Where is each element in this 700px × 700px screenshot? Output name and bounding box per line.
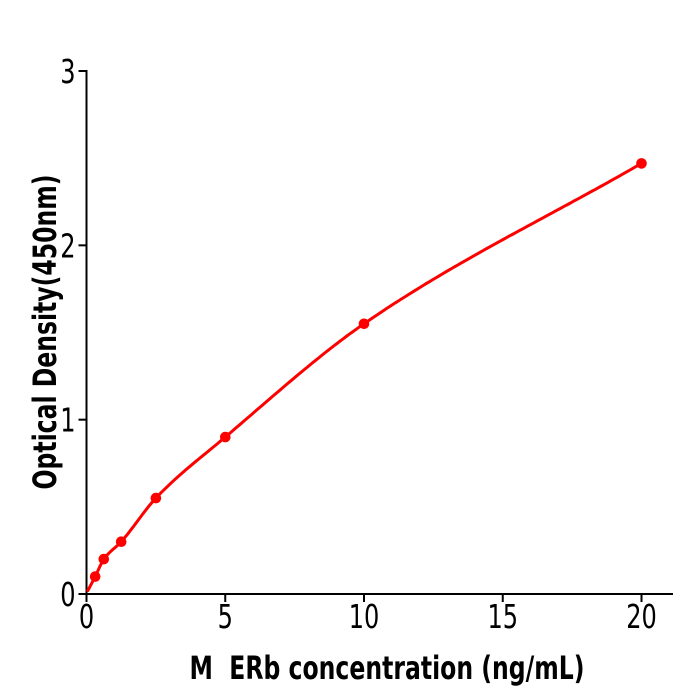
- y-tick-label: 2: [60, 226, 75, 265]
- data-point-marker: [89, 571, 101, 582]
- data-point-marker: [98, 553, 110, 565]
- data-point-marker: [358, 318, 370, 330]
- data-point-marker: [220, 431, 231, 443]
- data-series: [86, 158, 647, 592]
- y-tick-label: 1: [60, 401, 75, 440]
- data-point-marker: [150, 492, 162, 504]
- x-axis-title: M ERb concentration (ng/mL): [190, 649, 585, 687]
- y-tick-label: 3: [60, 52, 75, 91]
- x-tick-label: 5: [218, 597, 233, 636]
- data-point-marker: [115, 536, 127, 547]
- x-tick-label: 10: [349, 597, 380, 636]
- y-tick-label: 0: [60, 575, 75, 614]
- x-tick-label: 15: [487, 597, 518, 636]
- fit-curve: [86, 161, 643, 592]
- x-tick-label: 20: [626, 597, 657, 636]
- x-tick-label: 0: [79, 597, 94, 636]
- data-point-marker: [636, 158, 647, 169]
- y-axis-title: Optical Density(450nm): [26, 175, 64, 490]
- axis-ticks: 0 5 10 15 20 0 1 2 3: [60, 52, 657, 636]
